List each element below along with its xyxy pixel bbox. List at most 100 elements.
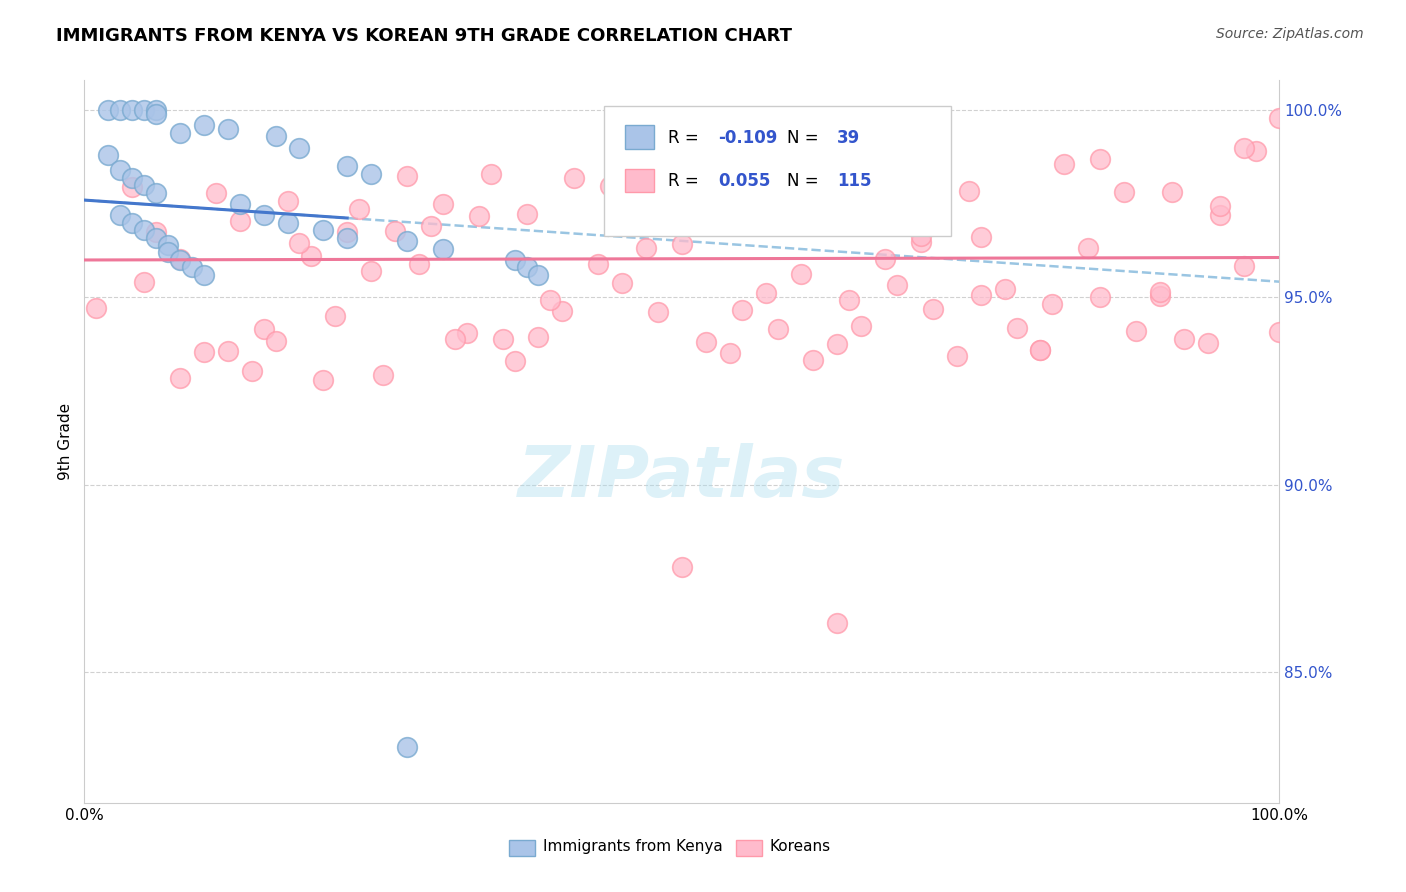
Point [145,230,167,244]
Point [456,326,478,340]
Point [946,349,969,363]
Point [647,305,669,319]
Point [1042,297,1064,311]
Point [97,103,120,118]
Point [264,129,287,144]
Point [432,196,454,211]
Text: Source: ZipAtlas.com: Source: ZipAtlas.com [1216,27,1364,41]
Point [636,241,658,255]
FancyBboxPatch shape [605,105,950,235]
Point [886,278,908,293]
Point [599,179,621,194]
Point [145,103,167,118]
Point [1161,185,1184,199]
Point [1125,324,1147,338]
Point [145,225,167,239]
Point [384,224,406,238]
Point [1029,343,1052,357]
Point [588,257,610,271]
Text: 39: 39 [838,129,860,147]
Point [851,318,873,333]
Point [86,301,108,316]
Point [253,208,276,222]
Point [1114,185,1136,199]
Point [503,252,526,267]
Point [408,257,430,271]
Point [1149,285,1171,300]
Point [110,163,132,178]
Point [396,234,419,248]
Point [121,170,143,185]
Point [325,309,347,323]
Point [312,223,335,237]
Point [264,334,287,348]
Point [420,219,443,233]
Point [827,616,849,631]
Point [827,337,849,351]
Point [181,260,204,275]
Point [516,207,538,221]
Point [132,275,156,289]
Point [288,141,311,155]
Point [970,230,993,244]
Point [838,293,860,307]
Point [683,171,706,186]
Point [193,118,215,132]
Text: ZIPatlas: ZIPatlas [519,443,845,512]
Point [1209,208,1232,222]
Point [671,237,693,252]
Bar [624,169,654,193]
Point [718,345,741,359]
Point [503,354,526,368]
Point [396,169,419,183]
Point [1197,336,1219,351]
Point [1053,157,1076,171]
Point [910,228,932,243]
Point [1090,153,1112,167]
Point [540,293,562,308]
Point [121,103,143,118]
Point [132,103,156,118]
Point [957,185,980,199]
Point [360,264,382,278]
Point [360,167,382,181]
Point [1244,144,1267,158]
Point [157,245,180,260]
Point [312,373,335,387]
Point [1090,290,1112,304]
Point [97,148,120,162]
Point [336,230,359,244]
Point [110,103,132,118]
Point [121,215,143,229]
Point [516,260,538,275]
Text: Koreans: Koreans [769,839,831,855]
Point [1233,141,1256,155]
Point [145,107,167,121]
Point [205,186,228,201]
Point [1173,332,1195,346]
Point [468,209,491,223]
Text: 115: 115 [838,172,872,190]
Point [277,215,299,229]
Point [875,252,897,267]
Text: R =: R = [668,129,703,147]
Point [217,343,239,358]
Point [1268,325,1291,339]
Point [217,122,239,136]
Point [1209,199,1232,213]
Point [169,252,191,267]
Point [229,214,252,228]
Point [349,202,371,217]
Point [336,160,359,174]
Point [229,196,252,211]
Point [527,330,550,344]
Bar [509,839,534,855]
Point [994,282,1017,296]
Text: N =: N = [787,129,824,147]
Point [612,277,634,291]
Point [193,268,215,282]
Point [755,286,778,301]
Point [671,560,693,574]
Point [695,335,717,350]
Point [240,364,263,378]
